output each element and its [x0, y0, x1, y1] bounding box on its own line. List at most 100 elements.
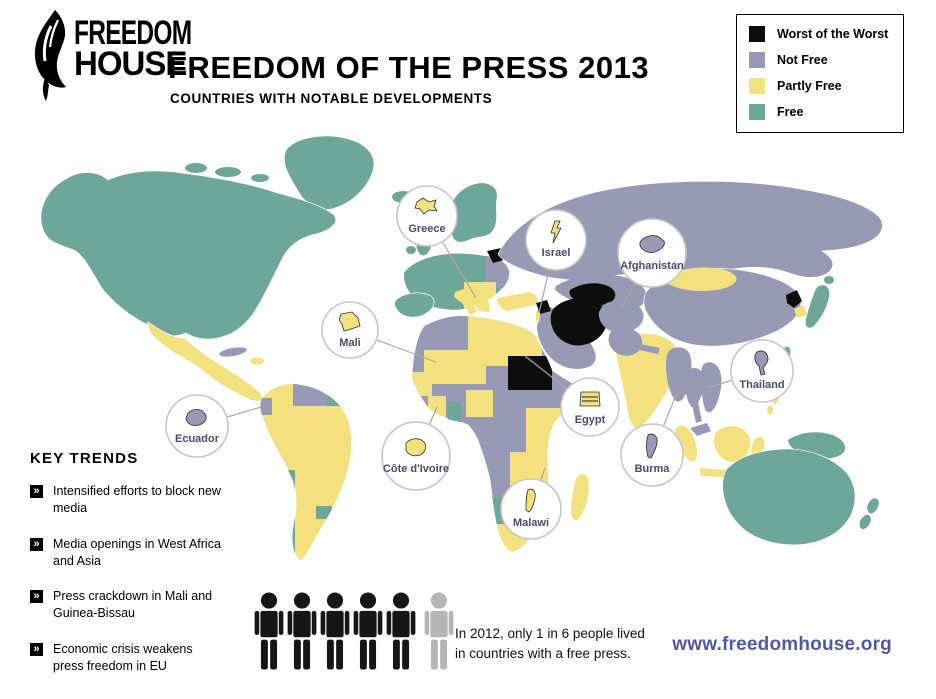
stat-line2: in countries with a free press. [455, 645, 631, 661]
region-sudan-eritrea [508, 356, 552, 390]
region-borneo [713, 426, 751, 462]
egypt-shape-stripes [582, 396, 598, 402]
region-greenland [283, 135, 375, 210]
callout-ecuador: Ecuador [165, 394, 229, 458]
trend-text: Media openings in West Africa and Asia [53, 536, 221, 568]
egypt-shape [579, 391, 601, 407]
legend-swatch-free [749, 104, 765, 120]
trend-item: » Intensified efforts to block new media [30, 483, 235, 518]
thailand-shape [754, 350, 769, 376]
cote-divoire-shape [405, 438, 427, 457]
region-scandinavia [448, 182, 498, 243]
region-hokkaido [824, 276, 834, 284]
region-ireland [406, 246, 416, 254]
region-thailand [685, 368, 705, 408]
mali-shape [338, 311, 361, 332]
callout-israel: Israel [525, 209, 587, 271]
callout-egypt: Egypt [560, 377, 620, 437]
region-south-america [260, 383, 353, 562]
greece-shape [414, 197, 438, 215]
region-nepal [639, 344, 660, 354]
region-iberia [394, 292, 435, 318]
svg-text:Afghanistan: Afghanistan [620, 260, 684, 272]
region-ecuador [260, 398, 272, 415]
callout-malawi: Malawi [500, 478, 562, 540]
arrow-bullet-icon: » [30, 485, 43, 498]
malawi-shape [525, 488, 536, 513]
logo-line1: FREEDOM [74, 14, 192, 52]
region-guyana [327, 392, 343, 406]
region-pakistan [608, 327, 643, 356]
region-turkey [497, 292, 538, 311]
legend-swatch-notfree [749, 52, 765, 68]
person-figure [254, 592, 284, 670]
website-link[interactable]: www.freedomhouse.org [672, 634, 892, 655]
legend-swatch-partlyfree [749, 78, 765, 94]
trend-text: Press crackdown in Mali and Guinea-Bissa… [53, 589, 213, 621]
region-east-africa [526, 408, 564, 456]
afghanistan-shape [639, 235, 665, 253]
arrow-bullet-icon: » [30, 642, 43, 656]
callout-afghanistan: Afghanistan [617, 218, 687, 288]
page-title: FREEDOM OF THE PRESS 2013 [168, 50, 650, 85]
legend: Worst of the Worst Not Free Partly Free … [736, 14, 904, 133]
legend-label: Free [777, 105, 804, 119]
region-madagascar [570, 474, 589, 521]
legend-label: Worst of the Worst [777, 27, 889, 41]
region-south-america-base [260, 383, 353, 562]
region-new-zealand-south [859, 514, 871, 530]
region-cuba [219, 347, 247, 357]
svg-text:Egypt: Egypt [575, 414, 606, 426]
region-israel-country [536, 312, 540, 321]
region-east-europe [486, 256, 510, 288]
people-figures [254, 592, 454, 670]
ecuador-shape [185, 408, 207, 426]
stat-line1: In 2012, only 1 in 6 people lived [455, 626, 645, 641]
svg-text:Côte d'Ivoire: Côte d'Ivoire [383, 463, 449, 475]
logo-line2: HOUSE [74, 44, 187, 83]
callout-burma: Burma [620, 423, 684, 487]
svg-text:Burma: Burma [635, 463, 671, 475]
region-senegal-guinea [412, 372, 432, 396]
region-north-korea [786, 290, 802, 308]
page-subtitle: COUNTRIES WITH NOTABLE DEVELOPMENTS [170, 91, 493, 106]
region-afghanistan [598, 300, 644, 333]
person-figure-free [424, 592, 454, 670]
legend-item: Free [749, 104, 891, 120]
svg-text:Ecuador: Ecuador [175, 433, 220, 445]
callout-cote-divoire: Côte d'Ivoire [381, 421, 451, 491]
region-greece [475, 299, 490, 312]
trend-item: » Economic crisis weakens press freedom … [30, 641, 235, 676]
region-hispaniola [250, 357, 264, 365]
torch-flame-icon [34, 10, 66, 101]
person-figure [287, 592, 317, 670]
arrow-bullet-icon: » [30, 590, 43, 603]
region-nigeria [466, 390, 493, 417]
region-malaysia [690, 423, 711, 436]
burma-shape [646, 433, 658, 459]
callout-thailand: Thailand [730, 339, 794, 403]
person-figure [386, 592, 416, 670]
key-trends-heading: KEY TRENDS [30, 450, 139, 467]
region-thai-peninsula [692, 402, 702, 423]
region-arctic-island [215, 167, 241, 177]
arrow-bullet-icon: » [30, 537, 43, 551]
region-japan [805, 285, 830, 328]
stat-text: In 2012, only 1 in 6 people lived in cou… [455, 624, 645, 663]
region-ghana [448, 402, 461, 422]
region-uruguay [316, 506, 332, 519]
legend-item: Worst of the Worst [749, 26, 891, 42]
legend-item: Partly Free [749, 78, 891, 94]
region-india [615, 333, 680, 429]
region-arctic-island [251, 174, 269, 182]
israel-shape [550, 220, 562, 244]
callout-mali: Mali [321, 301, 379, 359]
region-north-america [40, 170, 336, 340]
trend-text: Economic crisis weakens press freedom in… [53, 641, 193, 673]
freedom-house-logo: FREEDOM HOUSE [28, 8, 237, 104]
region-arctic-island [185, 163, 207, 173]
legend-swatch-worst [749, 26, 765, 42]
region-south-korea [794, 305, 807, 318]
